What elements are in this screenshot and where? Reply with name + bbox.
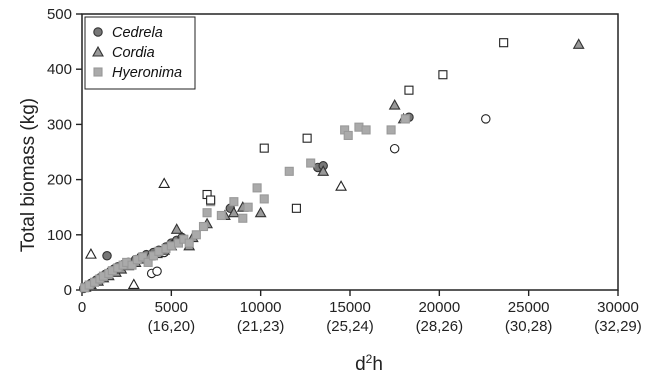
hyeronima-point — [202, 208, 212, 218]
x-tick-label: 5000 — [155, 299, 188, 316]
x-tick-sublabel: (16,20) — [148, 318, 196, 335]
x-tick-label: 30000 — [597, 299, 639, 316]
hyeronima-point — [143, 257, 153, 267]
legend-label-cordia: Cordia — [112, 45, 155, 61]
hyeronima-point — [252, 183, 262, 193]
cordia-open-point — [84, 247, 97, 259]
hyeronima-point — [138, 252, 148, 262]
hyeronima-open-point — [206, 195, 216, 205]
hyeronima-point — [400, 114, 410, 124]
cordia-open-point — [335, 180, 348, 191]
legend: Cedrela Cordia Hyeronima — [84, 16, 196, 90]
cordia-point — [227, 206, 240, 218]
axis-ticks: 0 5000(16,20)10000(21,23)15000(25,24)2000… — [47, 6, 642, 335]
hyeronima-point — [284, 166, 294, 176]
legend-label-cedrela: Cedrela — [112, 25, 163, 41]
y-tick-label: 400 — [47, 61, 72, 78]
x-tick-label: 0 — [78, 299, 86, 316]
hyeronima-point — [191, 230, 201, 240]
x-tick-label: 15000 — [329, 299, 371, 316]
hyeronima-point — [216, 210, 226, 221]
x-tick-label: 10000 — [240, 299, 282, 316]
cordia-open-point — [158, 177, 171, 189]
y-axis-title: Total biomass (kg) — [18, 98, 39, 252]
cordia-point — [388, 98, 401, 110]
hyeronima-open-point — [259, 143, 269, 153]
legend-marker-cedrela — [93, 27, 103, 37]
x-tick-label: 20000 — [418, 299, 460, 316]
hyeronima-point — [243, 202, 253, 212]
hyeronima-point — [238, 213, 248, 223]
y-tick-label: 100 — [47, 227, 72, 244]
hyeronima-point — [306, 158, 316, 168]
hyeronima-open-point — [302, 133, 312, 143]
hyeronima-point — [184, 238, 194, 248]
cedrela-open-point — [152, 266, 162, 276]
legend-box — [84, 16, 196, 90]
legend-marker-hyeronima — [93, 67, 103, 77]
hyeronima-point — [343, 130, 353, 140]
x-tick-sublabel: (28,26) — [416, 318, 464, 335]
cordia-point — [572, 38, 585, 49]
hyeronima-point — [361, 125, 371, 135]
hyeronima-open-point — [438, 70, 448, 80]
x-axis-title: d2h — [355, 352, 383, 375]
x-tick-sublabel: (32,29) — [594, 318, 642, 335]
hyeronima-point — [386, 125, 396, 135]
hyeronima-point — [259, 194, 269, 204]
hyeronima-point — [229, 197, 239, 207]
y-tick-label: 200 — [47, 172, 72, 189]
hyeronima-point — [198, 221, 209, 232]
cedrela-open-point — [389, 143, 400, 154]
y-tick-label: 500 — [47, 6, 72, 23]
cordia-point — [317, 165, 330, 176]
cordia-point — [170, 223, 183, 234]
hyeronima-open-point — [499, 38, 509, 48]
data-points — [79, 38, 585, 294]
legend-marker-cordia — [92, 45, 104, 57]
hyeronima-point — [127, 260, 137, 270]
cordia-point — [254, 206, 267, 218]
legend-label-hyeronima: Hyeronima — [112, 65, 182, 81]
hyeronima-open-point — [404, 85, 414, 95]
y-tick-label: 300 — [47, 116, 72, 133]
x-tick-sublabel: (21,23) — [237, 318, 285, 335]
hyeronima-open-point — [291, 203, 301, 213]
x-tick-label: 25000 — [508, 299, 550, 316]
cordia-open-point — [127, 278, 140, 290]
y-tick-label: 0 — [64, 282, 72, 299]
x-tick-sublabel: (30,28) — [505, 318, 553, 335]
cedrela-point — [102, 251, 112, 261]
cedrela-open-point — [481, 114, 491, 124]
x-tick-sublabel: (25,24) — [326, 318, 374, 335]
